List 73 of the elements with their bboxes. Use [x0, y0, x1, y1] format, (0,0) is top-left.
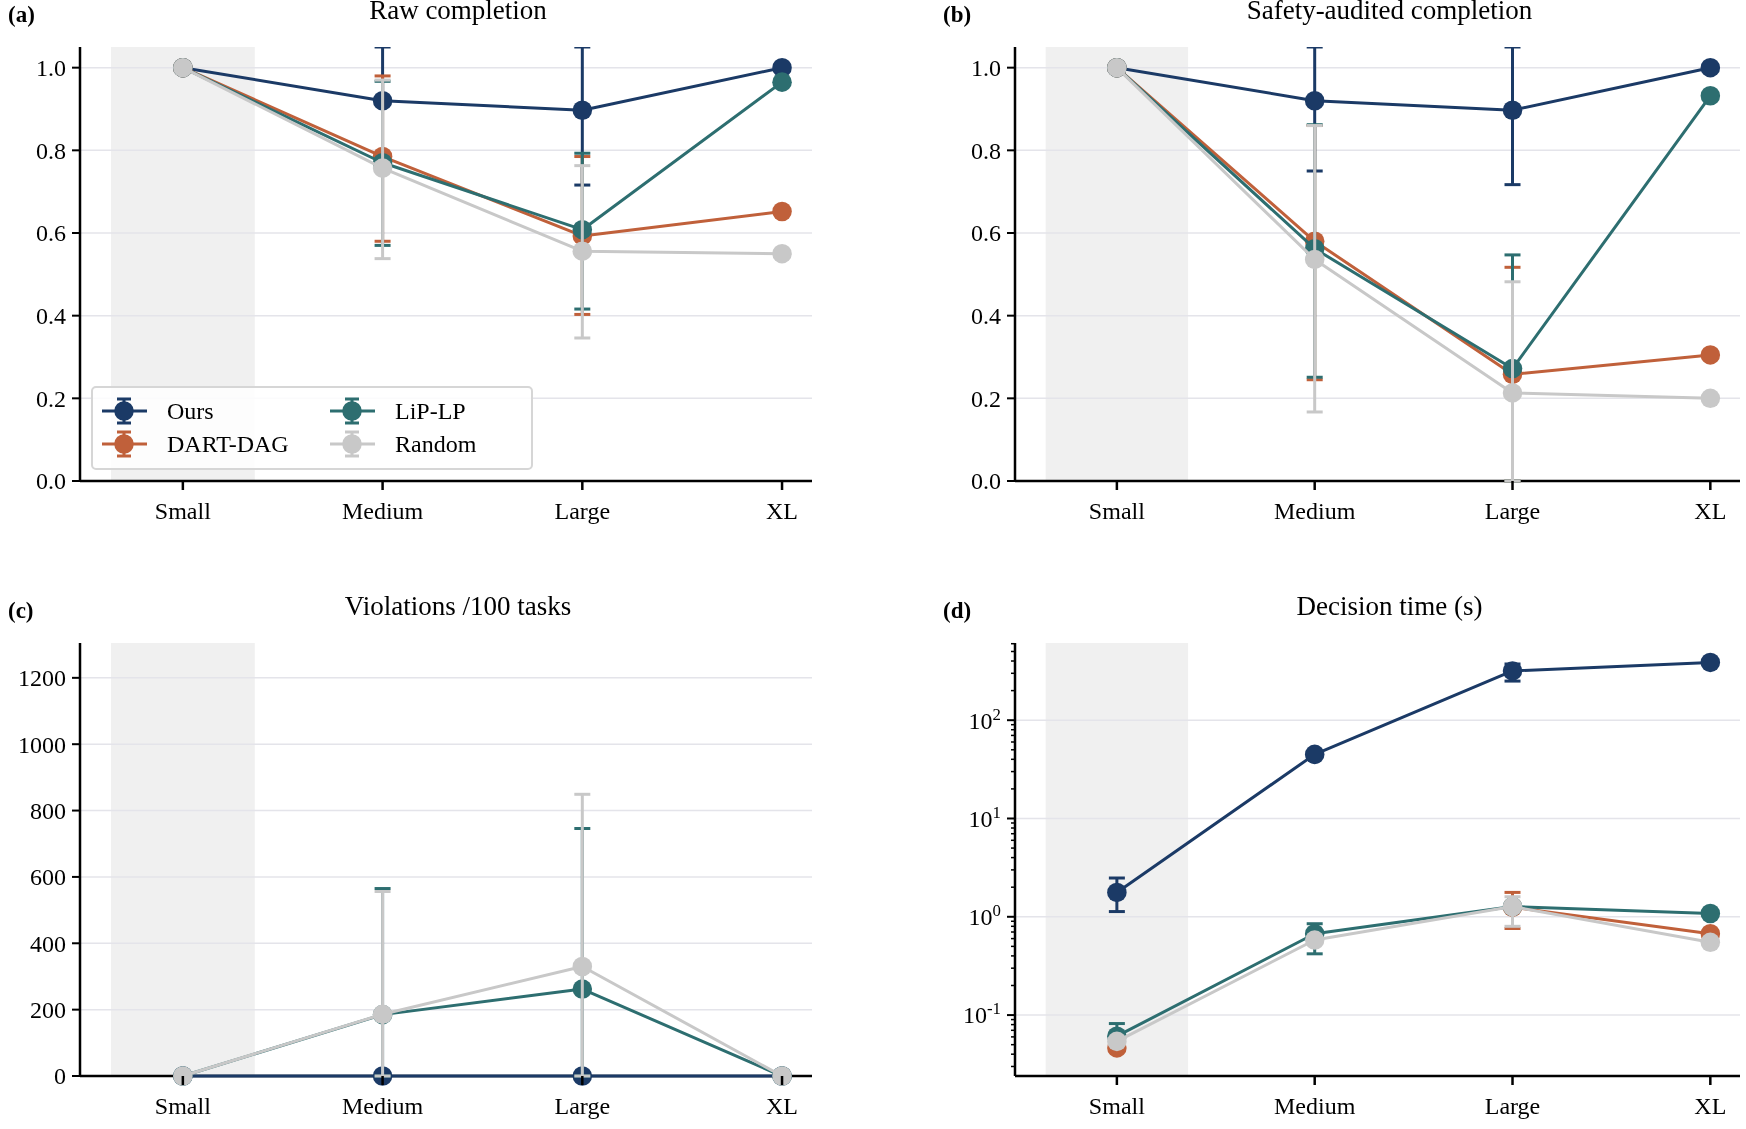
y-tick-label: 0.0 [971, 468, 1001, 495]
point [572, 956, 593, 977]
x-tick-label: Large [554, 1093, 611, 1119]
chart-title: Violations /100 tasks [344, 591, 572, 621]
y-tick-label: 0.8 [36, 137, 66, 164]
x-tick-label: Large [1484, 1093, 1541, 1119]
point [1107, 1031, 1127, 1052]
point [1304, 249, 1325, 270]
x-tick-label: Medium [341, 498, 424, 524]
y-tick-label: 0 [54, 1063, 66, 1090]
y-tick-label: 0.8 [971, 137, 1001, 164]
y-tick-label: 800 [30, 797, 66, 824]
y-tick-label: 600 [30, 864, 66, 891]
chart-title: Raw completion [369, 0, 548, 25]
y-tick-label: 0.6 [971, 220, 1001, 247]
point [772, 243, 792, 264]
y-tick-label: 1.0 [971, 55, 1001, 82]
y-tick-label: 0.4 [36, 303, 66, 330]
point [572, 100, 593, 120]
x-tick-label: Small [154, 498, 212, 524]
x-tick-label: XL [1694, 1093, 1727, 1119]
point [1304, 90, 1325, 111]
y-tick-label: 0.4 [971, 303, 1001, 330]
point [1700, 86, 1721, 106]
point [1502, 100, 1523, 120]
legend-label: Ours [167, 398, 214, 425]
legend-label: Random [395, 431, 477, 458]
chart-title: Safety-audited completion [1246, 0, 1533, 25]
point [372, 158, 393, 178]
x-tick-label: Medium [1274, 498, 1356, 524]
point [1304, 930, 1325, 950]
point [1304, 744, 1325, 765]
chart-title: Decision time (s) [1296, 591, 1483, 621]
y-tick-label: 0.0 [36, 468, 66, 495]
x-tick-label: XL [766, 498, 799, 524]
y-tick-label: 10$^{2}$ [968, 704, 1001, 734]
y-tick-label: 200 [30, 997, 66, 1024]
text: (b) [943, 2, 972, 27]
point [1502, 383, 1523, 403]
point [572, 241, 593, 261]
y-tick-label: 0.6 [36, 220, 66, 247]
x-tick-label: Small [154, 1093, 212, 1119]
x-tick-label: Medium [1274, 1093, 1356, 1119]
y-tick-label: 0.2 [971, 385, 1001, 412]
legend-label: DART-DAG [167, 431, 289, 458]
x-tick-label: Large [1484, 498, 1541, 524]
point [1700, 57, 1721, 78]
y-tick-label: 10$^{1}$ [968, 802, 1001, 832]
point [772, 201, 792, 222]
point [1700, 903, 1721, 924]
point [1700, 345, 1721, 365]
point [1700, 388, 1721, 409]
text: (c) [8, 598, 34, 623]
point [1107, 882, 1127, 903]
point [772, 72, 792, 92]
y-tick-label: 1000 [18, 731, 66, 758]
x-tick-label: Large [554, 498, 611, 524]
x-tick-label: XL [766, 1093, 799, 1119]
text: (a) [8, 2, 35, 27]
y-tick-label: 1.0 [36, 55, 66, 82]
x-tick-label: XL [1694, 498, 1727, 524]
point [1700, 652, 1721, 673]
y-tick-label: 400 [30, 930, 66, 957]
x-tick-label: Small [1088, 1093, 1146, 1119]
x-tick-label: Medium [341, 1093, 424, 1119]
y-tick-label: 0.2 [36, 385, 66, 412]
y-tick-label: 10$^{-1}$ [963, 998, 1001, 1029]
legend-label: LiP-LP [395, 398, 466, 425]
y-tick-label: 10$^{0}$ [968, 900, 1001, 931]
x-tick-label: Small [1088, 498, 1146, 524]
text: (d) [943, 598, 972, 623]
point [1700, 932, 1721, 953]
y-tick-label: 1200 [18, 665, 66, 692]
